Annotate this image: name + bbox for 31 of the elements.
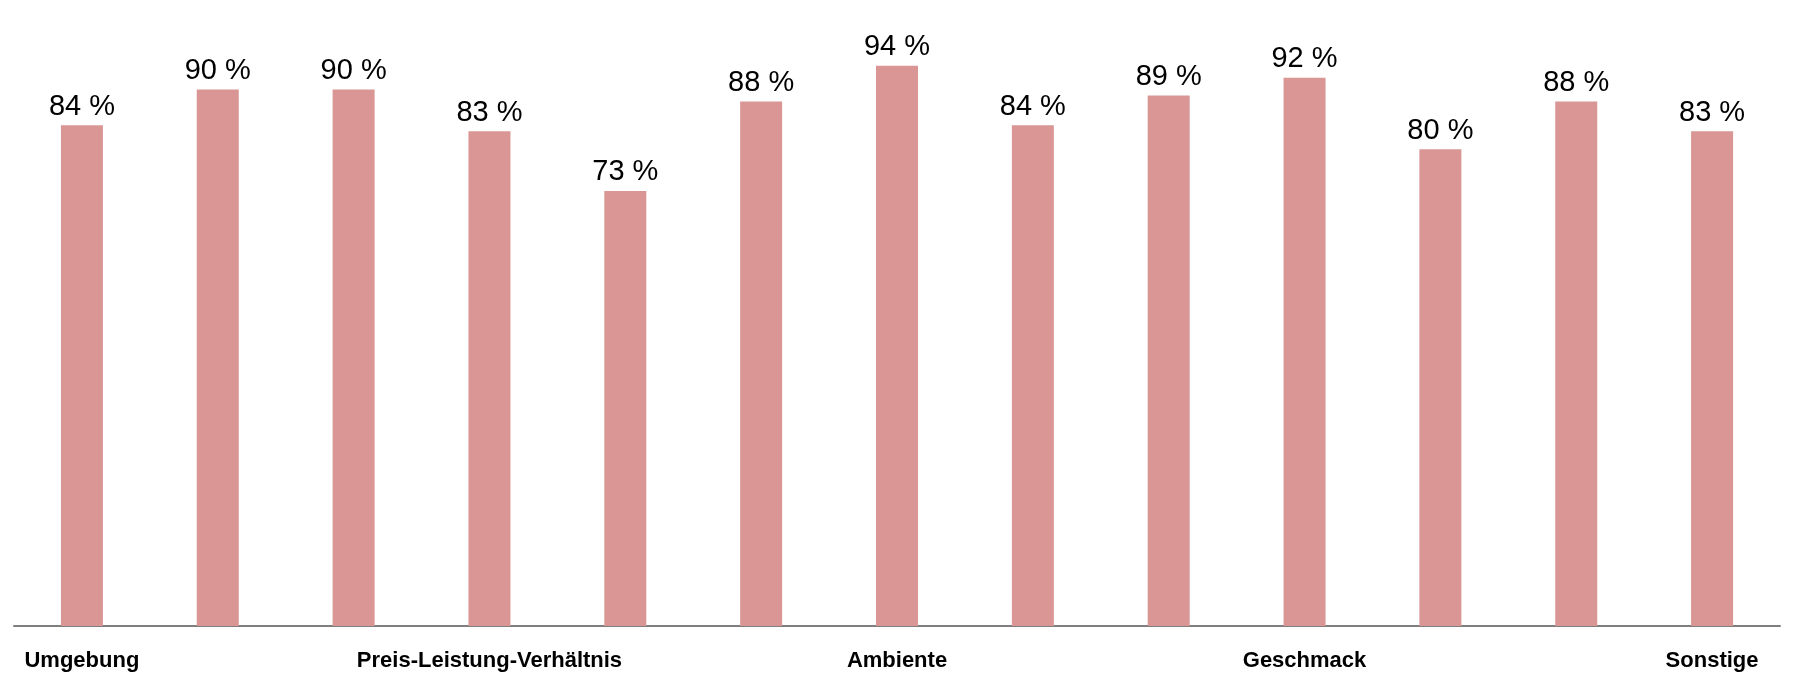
bar <box>196 89 239 626</box>
data-label: 88 % <box>1543 65 1610 98</box>
bar <box>1419 149 1462 626</box>
data-label: 84 % <box>999 88 1066 121</box>
bar <box>468 131 511 626</box>
data-label: 88 % <box>728 65 795 98</box>
data-label: 83 % <box>456 94 523 127</box>
data-label: 80 % <box>1407 112 1474 145</box>
data-label: 94 % <box>863 29 931 62</box>
x-tick-label: Sonstige <box>1665 646 1759 672</box>
data-label: 73 % <box>592 154 659 187</box>
bar <box>60 125 103 626</box>
bar <box>1011 125 1054 626</box>
x-tick-label: Umgebung <box>24 646 140 672</box>
data-label: 90 % <box>320 53 387 86</box>
bar <box>876 65 918 626</box>
bar <box>740 101 783 626</box>
bar <box>332 89 375 626</box>
data-label: 89 % <box>1135 59 1202 92</box>
x-tick-label: Preis-Leistung-Verhältnis <box>356 646 623 672</box>
data-label: 92 % <box>1271 41 1338 74</box>
data-label: 84 % <box>48 88 115 121</box>
bar <box>604 190 647 626</box>
bar <box>1691 131 1734 626</box>
x-tick-label: Geschmack <box>1242 646 1368 672</box>
data-label: 83 % <box>1679 94 1746 127</box>
bar <box>1555 101 1598 626</box>
data-label: 90 % <box>184 53 251 86</box>
bar <box>1283 77 1326 626</box>
bar <box>1147 95 1190 626</box>
x-tick-label: Ambiente <box>846 646 948 672</box>
